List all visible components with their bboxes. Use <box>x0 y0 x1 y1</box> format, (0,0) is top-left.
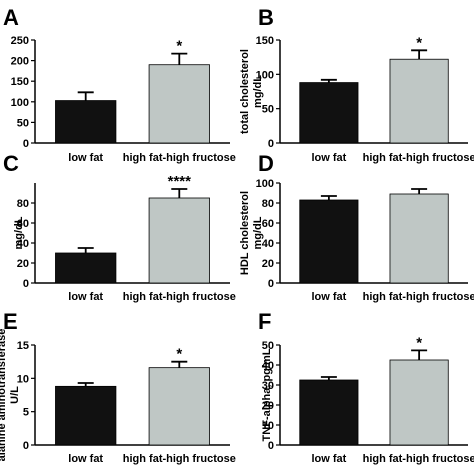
category-label: low fat <box>68 291 103 303</box>
category-label: low fat <box>311 291 346 303</box>
y-tick-label: 80 <box>262 198 274 210</box>
y-tick-label: 40 <box>17 238 29 250</box>
bar-high-fat-high-fructose <box>148 367 210 446</box>
bar-high-fat-high-fructose <box>389 193 449 284</box>
bar-high-fat-high-fructose <box>389 58 449 144</box>
panel-letter: F <box>258 309 271 334</box>
panel-b: B 0 50 100 150 low fat * high fat-high fructose… <box>239 5 474 164</box>
significance-label: **** <box>168 173 192 190</box>
y-tick-label: 0 <box>23 440 29 452</box>
bar-high-fat-high-fructose <box>148 197 210 284</box>
category-label: high fat-high fructose <box>123 152 236 164</box>
significance-label: * <box>416 334 422 351</box>
panel-letter: D <box>258 151 274 176</box>
panel-e: E 0 5 10 15 low fat * high fat-high fructose ala… <box>0 309 236 465</box>
category-label: low fat <box>311 152 346 164</box>
category-label: low fat <box>68 152 103 164</box>
significance-label: * <box>176 346 182 363</box>
y-tick-label: 10 <box>17 373 29 385</box>
y-axis-title: alanine aminotransferaseU/L <box>0 329 21 462</box>
y-tick-label: 100 <box>11 97 29 109</box>
bar-low-fat <box>55 385 117 446</box>
y-axis-title: total cholesterolmg/dL <box>239 49 264 134</box>
y-tick-label: 30 <box>262 380 274 392</box>
category-label: high fat-high fructose <box>363 291 474 303</box>
y-tick-label: 0 <box>23 138 29 150</box>
y-tick-label: 50 <box>17 117 29 129</box>
bar-low-fat <box>299 379 359 446</box>
category-label: low fat <box>68 453 103 465</box>
y-tick-label: 100 <box>256 69 274 81</box>
panel-letter: E <box>3 309 18 334</box>
bar-low-fat <box>299 82 359 144</box>
category-label: high fat-high fructose <box>363 152 474 164</box>
category-label: high fat-high fructose <box>123 291 236 303</box>
panel-letter: C <box>3 151 19 176</box>
y-tick-label: 0 <box>23 278 29 290</box>
y-tick-label: 80 <box>17 198 29 210</box>
panel-d: D 0 20 40 60 80 100 low fat high fat-high fructo… <box>239 151 474 303</box>
significance-label: * <box>176 38 182 55</box>
category-label: high fat-high fructose <box>123 453 236 465</box>
y-tick-label: 60 <box>262 218 274 230</box>
y-tick-label: 50 <box>262 340 274 352</box>
y-axis-title: mg/dL <box>13 216 25 249</box>
bar-low-fat <box>299 199 359 284</box>
y-axis-title: HDL cholesterolmg/dL <box>239 191 264 275</box>
y-tick-label: 100 <box>256 178 274 190</box>
y-tick-label: 0 <box>268 278 274 290</box>
significance-label: * <box>416 34 422 51</box>
y-tick-label: 0 <box>268 440 274 452</box>
y-tick-label: 150 <box>11 76 29 88</box>
category-label: high fat-high fructose <box>363 453 474 465</box>
y-tick-label: 10 <box>262 420 274 432</box>
y-tick-label: 20 <box>262 258 274 270</box>
bar-high-fat-high-fructose <box>148 64 210 144</box>
panel-f: F 0 10 20 30 40 50 low fat * high fat-high fructo… <box>258 309 474 465</box>
panel-letter: B <box>258 5 274 30</box>
y-tick-label: 40 <box>262 238 274 250</box>
y-tick-label: 15 <box>17 340 29 352</box>
category-label: low fat <box>311 453 346 465</box>
y-tick-label: 0 <box>268 138 274 150</box>
bar-high-fat-high-fructose <box>389 359 449 446</box>
panel-c: C 0 20 40 60 80 low fat **** high fat-high fruct… <box>3 151 236 303</box>
y-tick-label: 50 <box>262 104 274 116</box>
bar-low-fat <box>55 100 117 144</box>
y-tick-label: 200 <box>11 56 29 68</box>
y-tick-label: 20 <box>262 400 274 412</box>
bar-low-fat <box>55 252 117 284</box>
panel-letter: A <box>3 5 19 30</box>
y-tick-label: 40 <box>262 360 274 372</box>
y-tick-label: 5 <box>23 407 29 419</box>
y-tick-label: 250 <box>11 35 29 47</box>
y-axis-title: TNF-alpha, pg/mL <box>261 348 273 441</box>
panel-a: A 0 50 100 150 200 250 low fat * high fat-high fr… <box>3 5 236 164</box>
y-tick-label: 60 <box>17 218 29 230</box>
y-tick-label: 150 <box>256 35 274 47</box>
y-tick-label: 20 <box>17 258 29 270</box>
